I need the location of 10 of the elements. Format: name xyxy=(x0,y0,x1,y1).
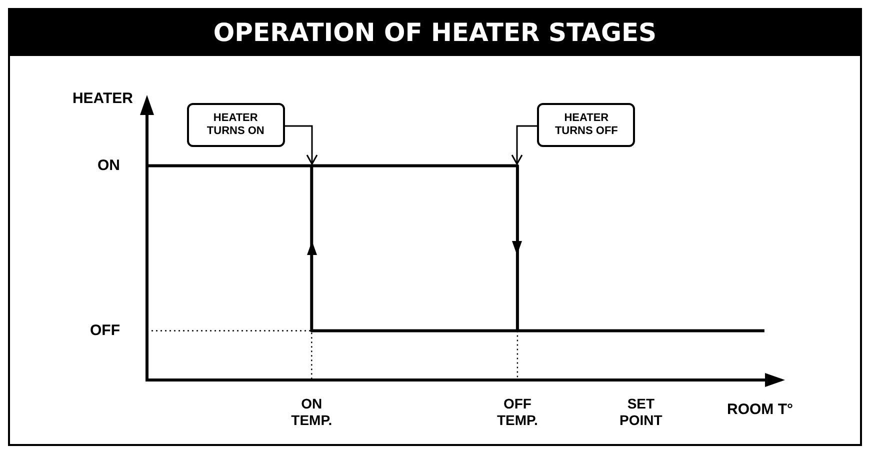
x-axis-title: ROOM T° xyxy=(727,401,793,418)
text: OFF xyxy=(90,322,120,339)
text: ON xyxy=(98,156,120,174)
x-tick-label: SET POINT xyxy=(620,395,663,428)
y-axis-title: HEATER xyxy=(72,90,134,108)
text: HEATER TURNS OFF xyxy=(537,102,636,147)
chart-title: OPERATION OF HEATER STAGES xyxy=(10,10,860,56)
x-tick-label: ON TEMP. xyxy=(291,395,332,428)
text: HEATER TURNS ON xyxy=(186,102,285,147)
x-tick-label: OFF TEMP. xyxy=(496,395,538,428)
